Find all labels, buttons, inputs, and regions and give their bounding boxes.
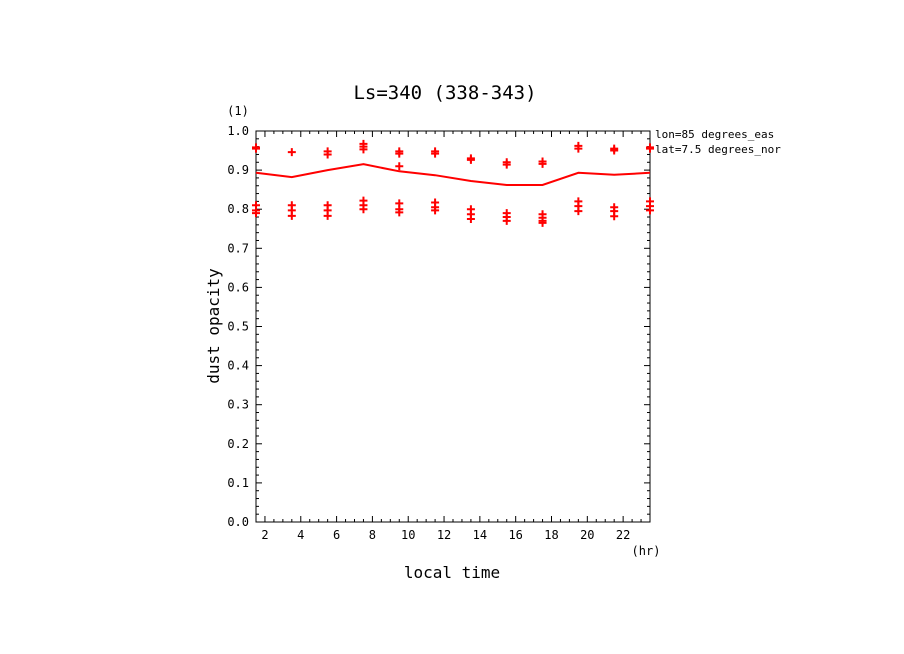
annotation-lon: lon=85 degrees_eas	[655, 128, 774, 141]
data-point	[574, 144, 583, 153]
annotation-lat: lat=7.5 degrees_nor	[655, 143, 781, 156]
data-point	[395, 149, 404, 158]
x-tick-label: 16	[508, 528, 522, 542]
y-tick-label: 0.1	[227, 476, 249, 490]
data-point	[395, 208, 404, 217]
data-point	[538, 159, 547, 168]
x-tick-label: 8	[369, 528, 376, 542]
data-point	[574, 207, 583, 216]
plot-area	[252, 139, 654, 227]
x-tick-label: 4	[297, 528, 304, 542]
x-axis-unit: (hr)	[632, 544, 661, 558]
data-point	[323, 150, 332, 159]
data-point	[431, 206, 440, 215]
data-point	[646, 206, 654, 215]
plot-frame	[255, 130, 651, 523]
y-tick-label: 0.4	[227, 359, 249, 373]
y-tick-label: 0.5	[227, 320, 249, 334]
y-tick-label: 0.8	[227, 202, 249, 216]
data-point	[431, 149, 440, 158]
chart-title: Ls=340 (338-343)	[353, 82, 536, 104]
data-point	[610, 212, 619, 221]
data-point	[646, 144, 654, 153]
data-point	[252, 144, 260, 153]
data-point	[610, 146, 619, 155]
axes: 0.0 0.1 0.2 0.3 0.4 0.5 0.6 0.7 0.8 0.9 1.0 2 4 6 8 10 1…	[227, 124, 651, 542]
x-tick-label: 18	[544, 528, 558, 542]
x-tick-label: 6	[333, 528, 340, 542]
data-point	[359, 205, 368, 214]
data-point	[252, 209, 260, 218]
y-axis-label: dust opacity	[204, 268, 223, 384]
data-point	[502, 160, 511, 169]
data-point	[287, 211, 296, 220]
data-point	[538, 218, 547, 227]
x-tick-label: 2	[261, 528, 268, 542]
x-tick-label: 22	[616, 528, 630, 542]
data-point	[395, 162, 404, 171]
y-tick-label: 0.6	[227, 280, 249, 294]
data-point	[287, 148, 296, 157]
y-axis-unit: (1)	[227, 104, 249, 118]
x-tick-label: 14	[473, 528, 487, 542]
y-tick-label: 1.0	[227, 124, 249, 138]
data-point	[323, 211, 332, 220]
x-axis-label: local time	[404, 563, 500, 582]
x-tick-label: 12	[437, 528, 451, 542]
y-tick-label: 0.2	[227, 437, 249, 451]
y-tick-label: 0.9	[227, 163, 249, 177]
data-point	[359, 145, 368, 154]
mean-line	[255, 163, 651, 186]
data-point	[502, 216, 511, 225]
y-tick-label: 0.0	[227, 515, 249, 529]
y-tick-label: 0.7	[227, 241, 249, 255]
x-tick-label: 20	[580, 528, 594, 542]
data-point	[466, 155, 475, 164]
x-tick-label: 10	[401, 528, 415, 542]
data-point	[466, 214, 475, 223]
y-tick-label: 0.3	[227, 398, 249, 412]
